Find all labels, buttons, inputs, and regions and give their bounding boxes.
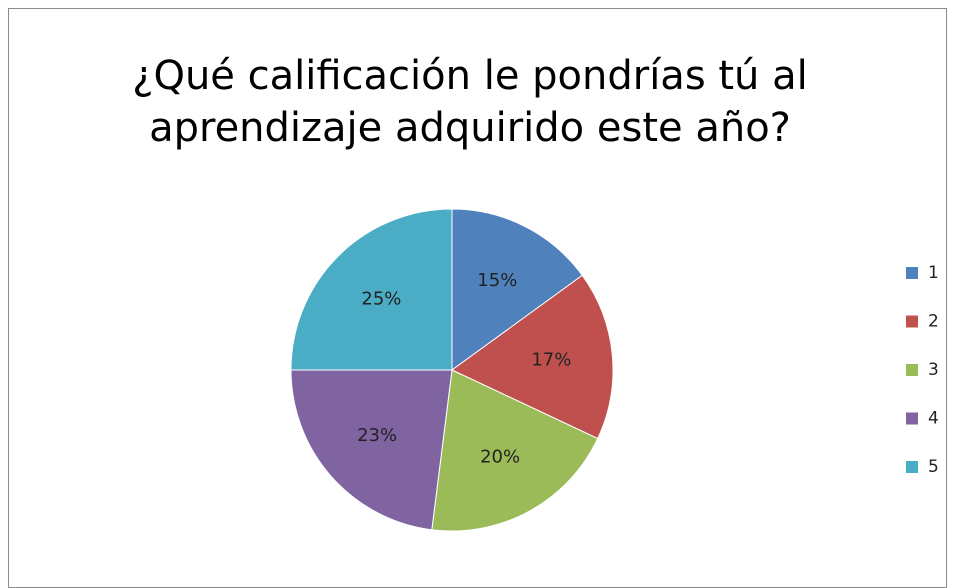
legend-label: 3 bbox=[928, 360, 939, 380]
data-label: 17% bbox=[531, 350, 571, 371]
legend-label: 5 bbox=[928, 457, 939, 477]
pie-slice bbox=[431, 369, 599, 532]
pie-slice bbox=[290, 208, 453, 371]
legend-label: 1 bbox=[928, 263, 939, 283]
pie-slice bbox=[451, 208, 583, 371]
pie-slice bbox=[290, 369, 453, 531]
legend-swatch bbox=[906, 267, 918, 279]
data-label: 15% bbox=[477, 270, 517, 291]
legend-label: 2 bbox=[928, 312, 939, 332]
legend-swatch bbox=[906, 364, 918, 376]
data-label: 25% bbox=[361, 288, 401, 309]
chart-title: ¿Qué calificación le pondrías tú al apre… bbox=[132, 53, 808, 151]
legend-swatch bbox=[906, 412, 918, 425]
data-label: 23% bbox=[357, 425, 397, 446]
legend-label: 4 bbox=[928, 409, 939, 429]
data-label: 20% bbox=[480, 446, 520, 467]
legend-swatch bbox=[906, 461, 918, 473]
pie-slice bbox=[451, 274, 614, 440]
legend-swatch bbox=[906, 315, 918, 328]
